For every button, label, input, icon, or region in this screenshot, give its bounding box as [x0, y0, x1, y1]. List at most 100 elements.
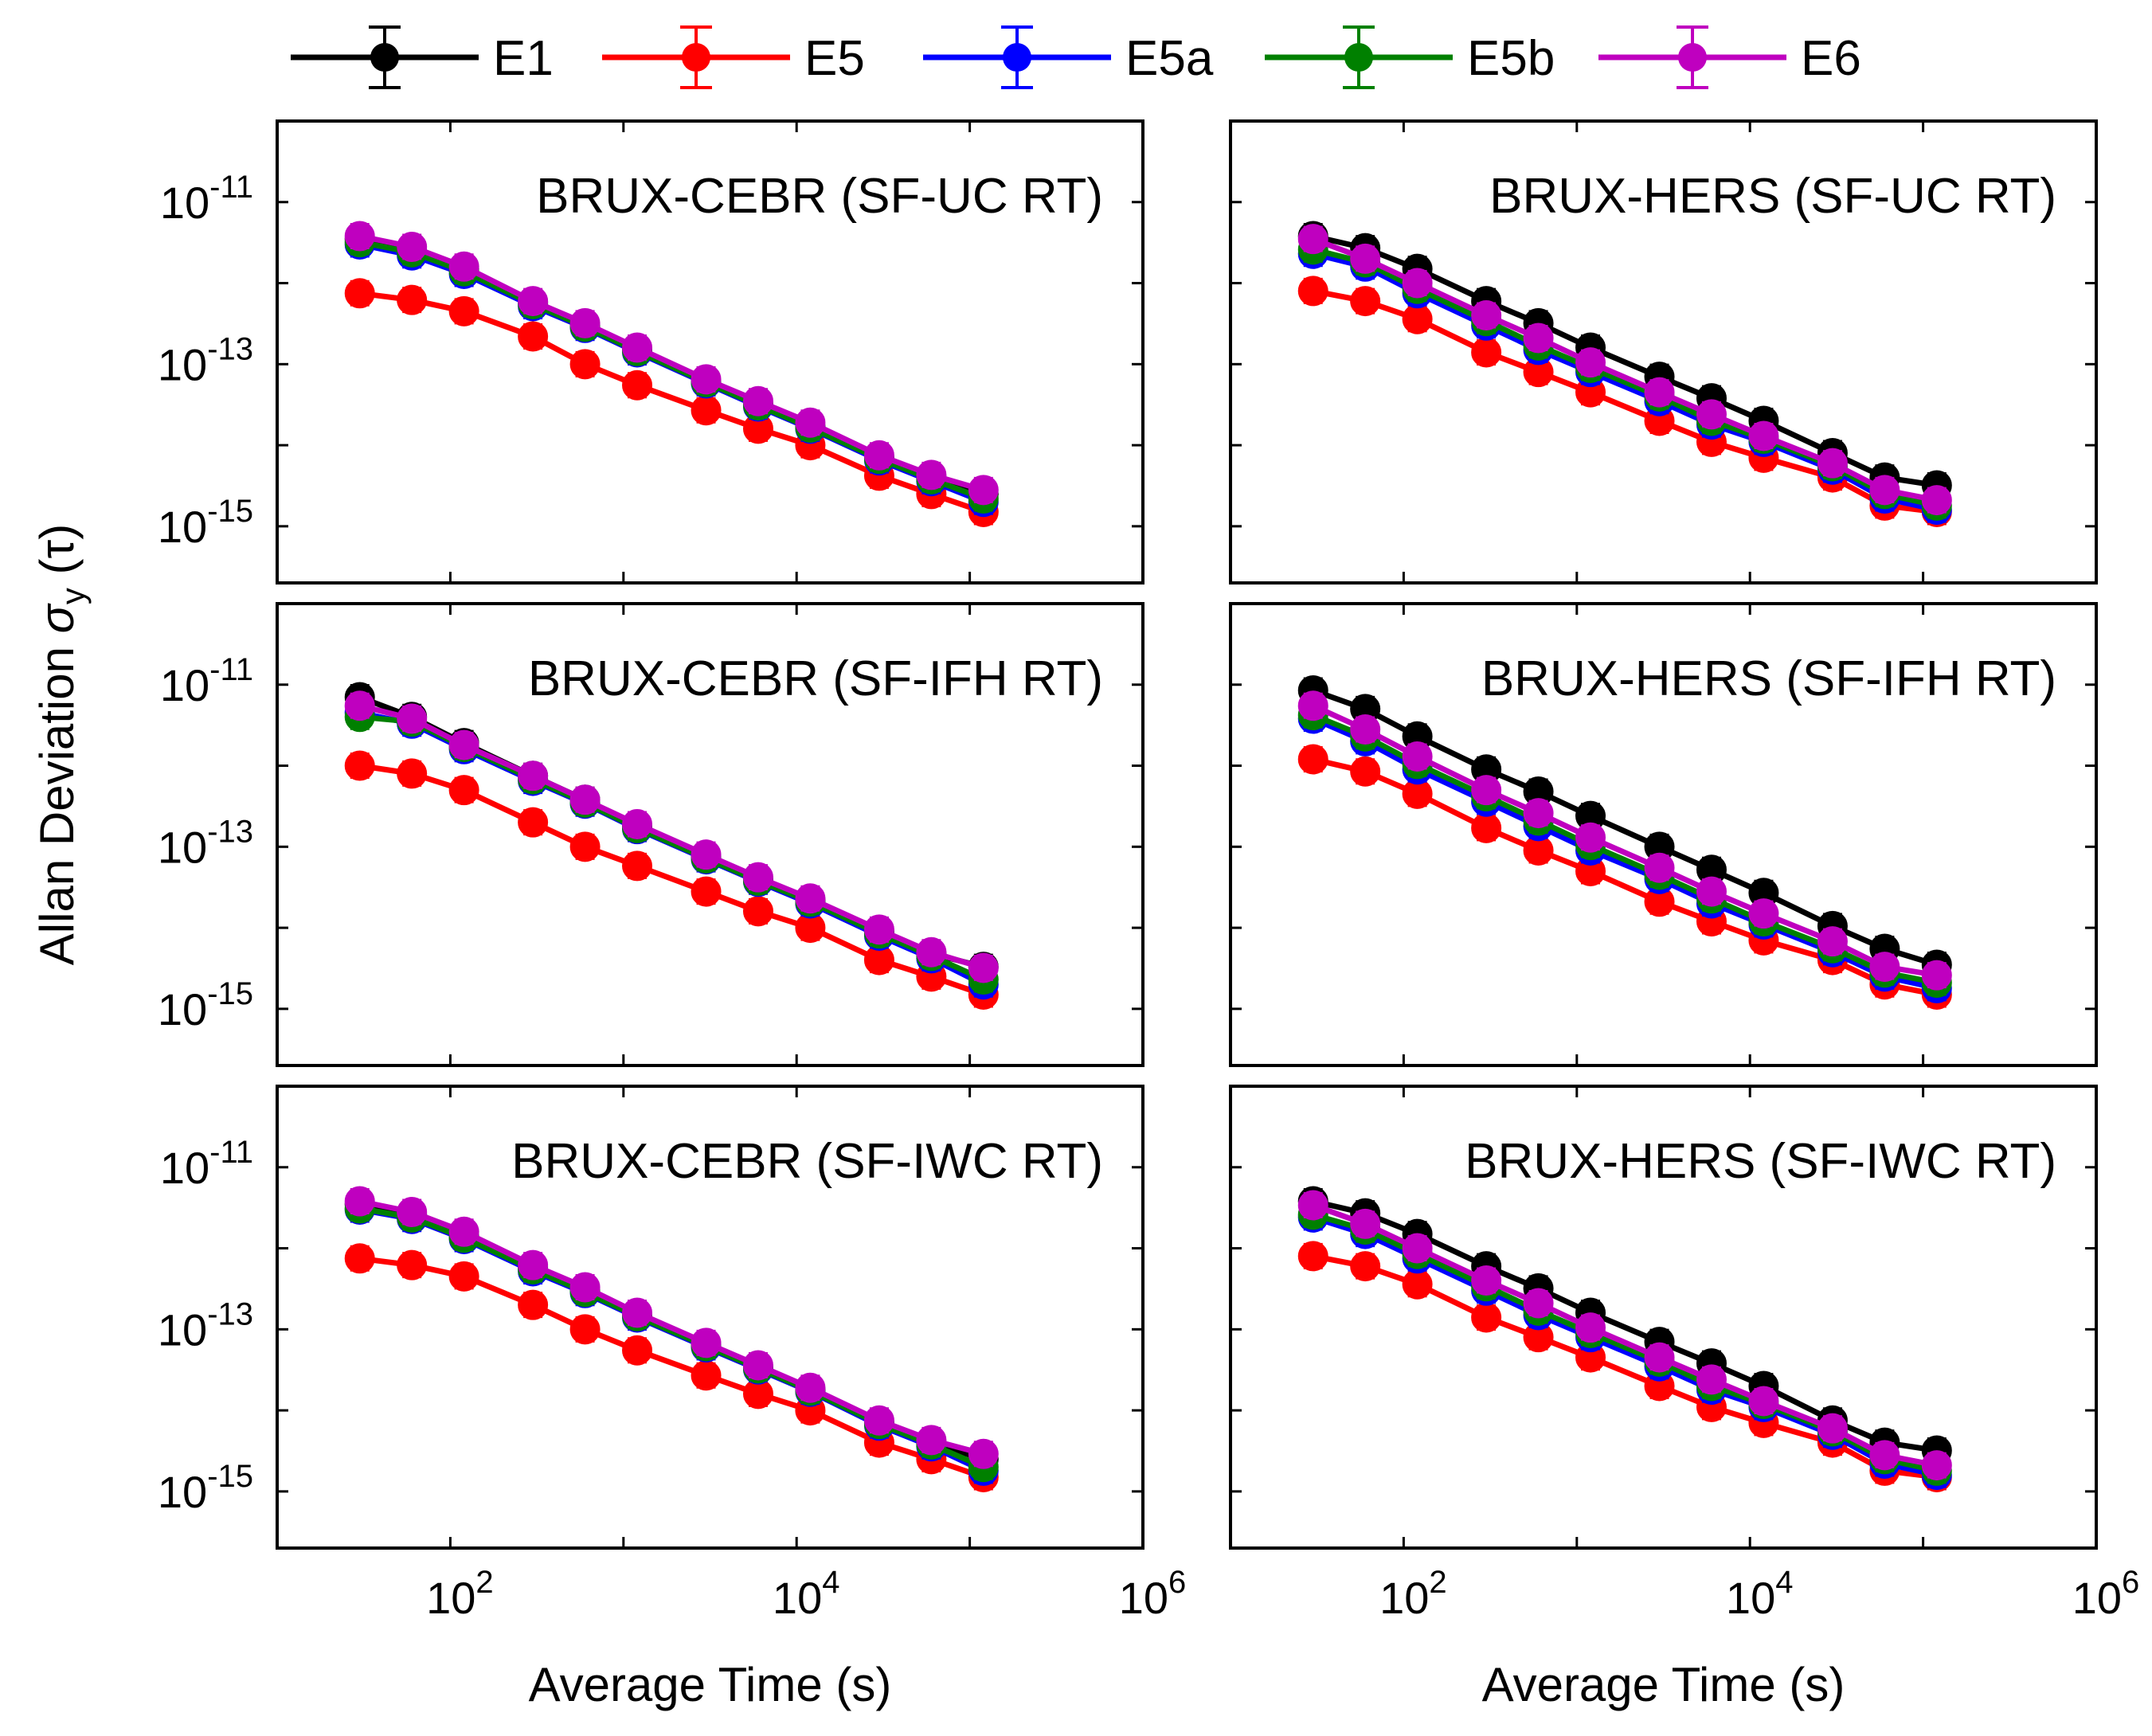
data-point — [1350, 714, 1381, 745]
data-point — [691, 1360, 722, 1391]
y-tick-base: 10 — [158, 984, 207, 1034]
x-tick-base: 10 — [1726, 1573, 1775, 1623]
panel-title: BRUX-HERS (SF-IFH RT) — [1481, 651, 2056, 706]
x-tick-base: 10 — [1379, 1573, 1429, 1623]
data-point — [622, 1335, 653, 1366]
data-point — [916, 936, 947, 968]
data-point — [1297, 1190, 1328, 1221]
series-e6 — [1297, 690, 1952, 991]
y-tick-base: 10 — [160, 1143, 209, 1193]
y-axis-label-sigma: σ — [30, 602, 84, 633]
data-point — [1297, 276, 1328, 307]
data-point — [1471, 1302, 1502, 1333]
data-point — [742, 896, 773, 927]
data-point — [344, 1186, 375, 1217]
data-point — [448, 729, 479, 760]
data-point — [968, 952, 999, 983]
y-tick-exponent: -11 — [209, 170, 253, 205]
data-point — [622, 1297, 653, 1328]
data-point — [1748, 898, 1779, 929]
data-point — [1297, 224, 1328, 255]
x-tick-label: 106 — [2072, 1565, 2140, 1623]
plot-frame — [276, 1085, 1144, 1550]
data-point — [1817, 926, 1848, 957]
y-tick-exponent: -15 — [207, 976, 253, 1011]
y-tick-label: 10-15 — [158, 1459, 253, 1517]
data-point — [795, 1372, 826, 1403]
data-point — [1817, 448, 1848, 479]
x-axis-label: Average Time (s) — [1482, 1658, 1845, 1711]
data-point — [916, 1425, 947, 1456]
data-point — [448, 775, 479, 806]
data-point — [863, 440, 894, 471]
data-point — [397, 758, 428, 789]
legend: E1 E5 E5a E5b E6 — [291, 25, 1861, 89]
legend-marker — [1003, 43, 1031, 72]
data-point — [344, 221, 375, 252]
data-point — [518, 1289, 549, 1320]
y-tick-label: 10-15 — [158, 976, 253, 1034]
y-tick-label: 10-11 — [160, 652, 253, 710]
data-point — [518, 760, 549, 792]
legend-entry-e1: E1 — [291, 25, 554, 89]
data-point — [569, 349, 601, 380]
x-tick-exponent: 6 — [2122, 1565, 2139, 1600]
y-tick-label: 10-13 — [158, 1296, 253, 1355]
data-point — [397, 703, 428, 734]
series-e6 — [344, 221, 999, 506]
data-point — [1402, 303, 1433, 334]
data-point — [1869, 1440, 1900, 1471]
data-point — [1523, 323, 1554, 354]
legend-marker — [1344, 43, 1373, 72]
data-point — [1402, 268, 1433, 299]
data-point — [1748, 420, 1779, 452]
data-point — [1297, 1241, 1328, 1272]
legend-entry-e6: E6 — [1598, 25, 1861, 89]
axis-ticks — [276, 1085, 1144, 1548]
data-point — [1350, 243, 1381, 274]
legend-entry-e5b: E5b — [1265, 25, 1555, 89]
data-point — [1644, 377, 1675, 408]
data-point — [691, 395, 722, 426]
x-tick-base: 10 — [1119, 1573, 1168, 1623]
data-point — [1402, 1233, 1433, 1264]
data-point — [622, 850, 653, 882]
y-tick-exponent: -11 — [209, 652, 253, 687]
y-tick-exponent: -13 — [207, 331, 253, 366]
data-point — [1350, 1251, 1381, 1282]
plot-frame — [276, 602, 1144, 1067]
data-point — [1471, 337, 1502, 368]
y-axis-label-prefix: Allan Deviation — [30, 633, 84, 965]
y-axis-label-tau: (τ) — [30, 524, 84, 588]
y-tick-base: 10 — [160, 178, 209, 228]
data-point — [622, 808, 653, 839]
data-point — [691, 1327, 722, 1359]
data-point — [968, 475, 999, 506]
legend-marker — [1678, 43, 1707, 72]
series-e6 — [344, 1186, 999, 1469]
legend-marker — [370, 43, 399, 72]
data-point — [518, 286, 549, 317]
data-point — [1297, 690, 1328, 721]
data-point — [1350, 286, 1381, 317]
series-e5 — [344, 750, 999, 1010]
data-point — [863, 1405, 894, 1436]
panel-title: BRUX-HERS (SF-IWC RT) — [1465, 1134, 2056, 1189]
x-tick-exponent: 4 — [1775, 1565, 1793, 1600]
y-tick-label: 10-11 — [160, 170, 253, 228]
data-point — [1402, 1269, 1433, 1300]
plot-frame — [1229, 602, 2098, 1067]
series-e6 — [1297, 224, 1952, 516]
data-point — [691, 364, 722, 395]
x-tick-base: 10 — [426, 1573, 475, 1623]
data-point — [1869, 952, 1900, 983]
x-tick-label: 106 — [1119, 1565, 1187, 1623]
plot-frame — [1229, 1085, 2098, 1550]
panel-title: BRUX-CEBR (SF-IWC RT) — [511, 1134, 1103, 1189]
data-point — [1523, 798, 1554, 829]
y-tick-label: 10-13 — [158, 331, 253, 389]
